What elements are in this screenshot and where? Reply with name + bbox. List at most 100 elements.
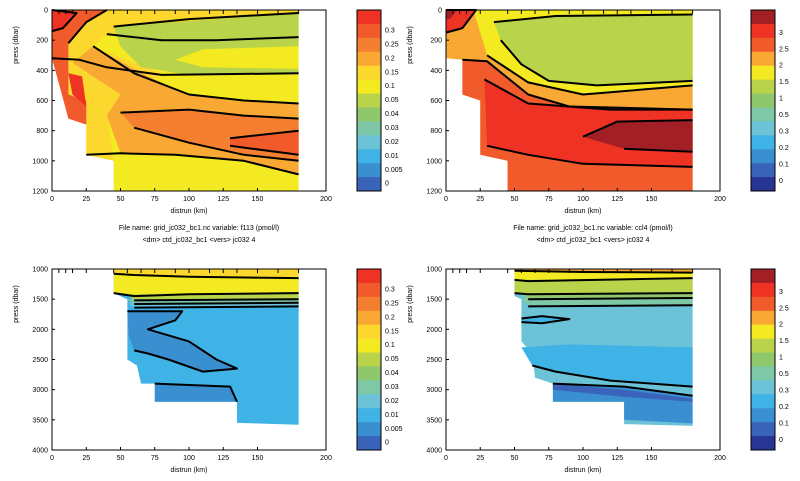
colorbar-swatch <box>357 408 381 423</box>
y-axis-label: press (dbar) <box>407 285 414 323</box>
colorbar-tick-label: 0.01 <box>385 153 399 160</box>
colorbar-tick-label: 3 <box>779 30 783 37</box>
colorbar-swatch <box>357 37 381 53</box>
colorbar-tick-label: 3 <box>779 289 783 296</box>
y-tick-label: 1000 <box>32 267 48 274</box>
colorbar-tick-label: 0.5 <box>779 112 789 119</box>
colorbar-swatch <box>357 296 381 312</box>
colorbar-swatch <box>751 23 775 39</box>
y-tick-label: 400 <box>430 68 442 75</box>
contour-line-5 <box>483 78 693 111</box>
colorbar-tick-label: 0.1 <box>385 342 395 349</box>
colorbar-swatch <box>357 269 381 284</box>
contour-line-7 <box>582 119 693 138</box>
colorbar-tick-label: 0.03 <box>385 125 399 132</box>
colorbar-swatch <box>751 324 775 340</box>
colorbar-swatch <box>357 149 381 164</box>
y-axis-label: press (dbar) <box>407 26 414 64</box>
colorbar-tick-label: 0.3 <box>779 129 789 136</box>
colorbar-swatch <box>751 135 775 150</box>
x-tick-label: 100 <box>577 455 589 462</box>
contour-line-2 <box>514 277 693 283</box>
colorbar-tick-label: 2 <box>779 322 783 329</box>
contour-region-7 <box>521 344 693 387</box>
colorbar-tick-label: 0.05 <box>385 97 399 104</box>
y-tick-label: 0 <box>44 8 48 15</box>
colorbar-swatch <box>357 422 381 437</box>
colorbar-tick-label: 0.01 <box>385 412 399 419</box>
x-tick-label: 125 <box>611 196 623 203</box>
contour-region-8 <box>552 383 693 424</box>
colorbar-swatch <box>357 282 381 298</box>
x-tick-label: 25 <box>476 455 484 462</box>
colorbar-tick-label: 0.02 <box>385 139 399 146</box>
contour-line-11 <box>67 9 108 44</box>
colorbar-swatch <box>751 65 775 81</box>
contour-region-7 <box>446 10 477 33</box>
contour-line-4 <box>134 301 299 305</box>
x-axis-label: distrun (km) <box>565 467 602 474</box>
colorbar-swatch <box>357 135 381 150</box>
x-tick-label: 200 <box>320 455 332 462</box>
contour-region-8 <box>68 73 87 107</box>
colorbar-swatch <box>357 394 381 409</box>
y-tick-label: 600 <box>36 98 48 105</box>
y-tick-label: 600 <box>430 98 442 105</box>
x-tick-label: 25 <box>476 196 484 203</box>
colorbar-tick-label: 2 <box>779 63 783 70</box>
contour-line-2 <box>113 292 299 298</box>
contour-line-8 <box>552 382 693 397</box>
y-tick-label: 1200 <box>426 189 442 196</box>
y-axis-label: press (dbar) <box>13 26 20 64</box>
contour-line-7 <box>86 152 299 176</box>
contour-line-3 <box>514 292 693 296</box>
y-tick-label: 400 <box>36 68 48 75</box>
colorbar-frame <box>750 268 776 451</box>
colorbar-tick-label: 0.25 <box>385 300 399 307</box>
x-tick-label: 200 <box>714 455 726 462</box>
colorbar-tick-label: 0.03 <box>385 384 399 391</box>
x-tick-label: 125 <box>217 455 229 462</box>
colorbar-tick-label: 1.5 <box>779 338 789 345</box>
colorbar-swatch <box>357 107 381 122</box>
contour-line-7 <box>154 382 238 403</box>
colorbar-tick-label: 0.15 <box>385 328 399 335</box>
colorbar-tick-label: 0.3 <box>385 287 395 294</box>
colorbar-tick-label: 0.2 <box>779 404 789 411</box>
colorbar-swatch <box>357 310 381 326</box>
y-tick-label: 200 <box>36 38 48 45</box>
colorbar-swatch <box>751 282 775 298</box>
contour-line-8 <box>624 147 693 153</box>
colorbar-swatch <box>751 394 775 409</box>
contour-line-4 <box>528 297 693 301</box>
x-tick-label: 150 <box>252 455 264 462</box>
x-tick-label: 0 <box>50 196 54 203</box>
chart-panel-4: 0 25 50 75 100 125 150 200 1000 1500 2000 2500 3000 3… <box>407 267 789 475</box>
contour-line-6 <box>133 126 299 162</box>
colorbar-swatch <box>751 352 775 367</box>
contour-region-8 <box>446 10 457 20</box>
colorbar-tick-label: 0.1 <box>779 420 789 427</box>
contour-line-4 <box>92 45 299 105</box>
x-tick-label: 75 <box>151 196 159 203</box>
x-tick-label: 25 <box>82 455 90 462</box>
x-tick-label: 75 <box>545 196 553 203</box>
contour-line-5 <box>120 108 299 120</box>
contour-line-5 <box>134 305 299 309</box>
colorbar-frame <box>356 9 382 192</box>
colorbar-swatch <box>751 436 775 451</box>
colorbar-swatch <box>357 380 381 395</box>
colorbar-tick-label: 0.5 <box>779 371 789 378</box>
colorbar-tick-label: 0.3 <box>779 388 789 395</box>
colorbar-frame <box>750 9 776 192</box>
colorbar-swatch <box>751 177 775 192</box>
colorbar-swatch <box>357 163 381 178</box>
colorbar-tick-label: 0.005 <box>385 426 403 433</box>
colorbar-swatch <box>751 121 775 136</box>
x-tick-label: 150 <box>252 196 264 203</box>
colorbar-tick-label: 0.2 <box>385 55 395 62</box>
contour-line-6 <box>486 144 693 168</box>
colorbar-tick-label: 0.15 <box>385 69 399 76</box>
colorbar-swatch <box>751 93 775 108</box>
x-tick-label: 100 <box>577 196 589 203</box>
